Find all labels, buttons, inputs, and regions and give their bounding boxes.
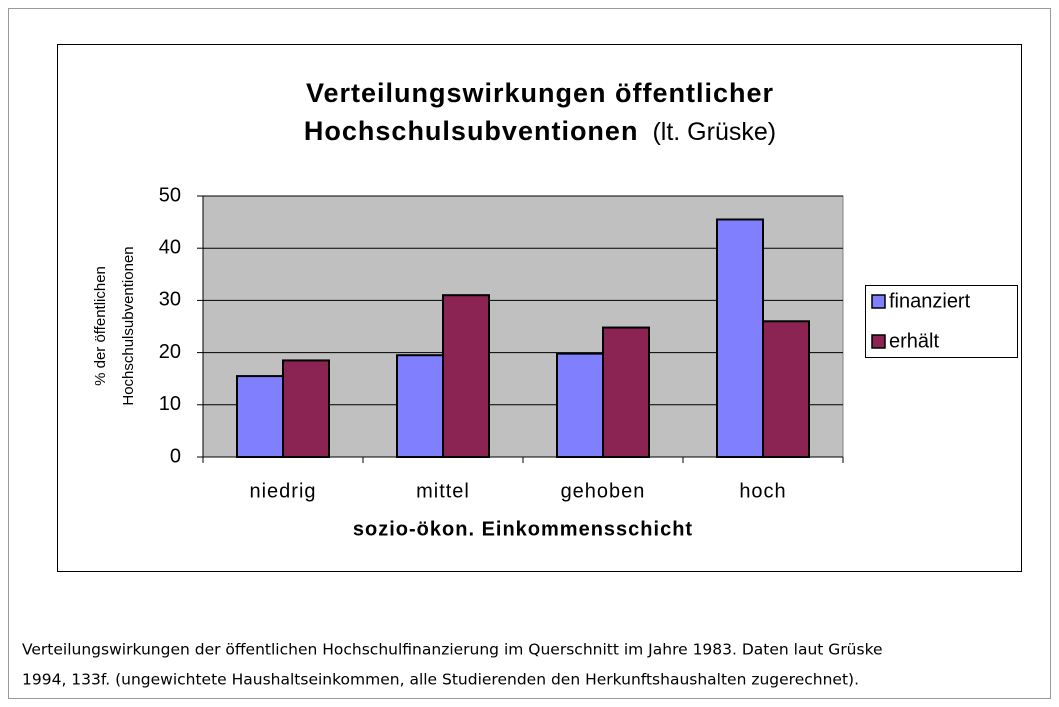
- caption: 1994, 133f. (ungewichtete Haushaltseinko…: [22, 671, 859, 689]
- y-tick-label: 0: [170, 445, 181, 467]
- x-tick-label: gehoben: [561, 480, 646, 502]
- x-tick-label: mittel: [416, 480, 470, 502]
- y-axis-label: % der öffentlichen: [92, 266, 109, 386]
- y-tick-label: 30: [159, 289, 181, 311]
- bar: [442, 294, 490, 458]
- y-axis-label: Hochschulsubventionen: [120, 246, 137, 405]
- x-tick-label: niedrig: [249, 480, 316, 502]
- bar: [762, 320, 810, 458]
- y-tick-label: 50: [159, 184, 181, 206]
- chart-title-note: (lt. Grüske): [652, 118, 776, 146]
- legend-box: [865, 285, 1018, 358]
- legend-swatch: [871, 334, 886, 349]
- chart-title: Verteilungswirkungen öffentlicher: [306, 78, 774, 108]
- bar: [602, 326, 650, 458]
- legend-swatch: [871, 294, 886, 309]
- legend-label: finanziert: [889, 290, 971, 312]
- bar: [282, 359, 330, 458]
- x-axis-label: sozio-ökon. Einkommensschicht: [353, 518, 693, 540]
- y-tick-label: 10: [159, 393, 181, 415]
- page-border: [8, 8, 1051, 699]
- bar: [716, 218, 764, 458]
- x-tick-label: hoch: [739, 480, 786, 502]
- caption: Verteilungswirkungen der öffentlichen Ho…: [22, 641, 883, 659]
- legend-label: erhält: [889, 330, 939, 352]
- y-tick-label: 20: [159, 341, 181, 363]
- bar: [556, 352, 604, 459]
- y-tick-label: 40: [159, 236, 181, 258]
- bar: [236, 375, 284, 458]
- chart-title: Hochschulsubventionen (lt. Grüske): [304, 116, 776, 146]
- chart-title: Hochschulsubventionen: [304, 116, 639, 146]
- bar: [396, 354, 444, 458]
